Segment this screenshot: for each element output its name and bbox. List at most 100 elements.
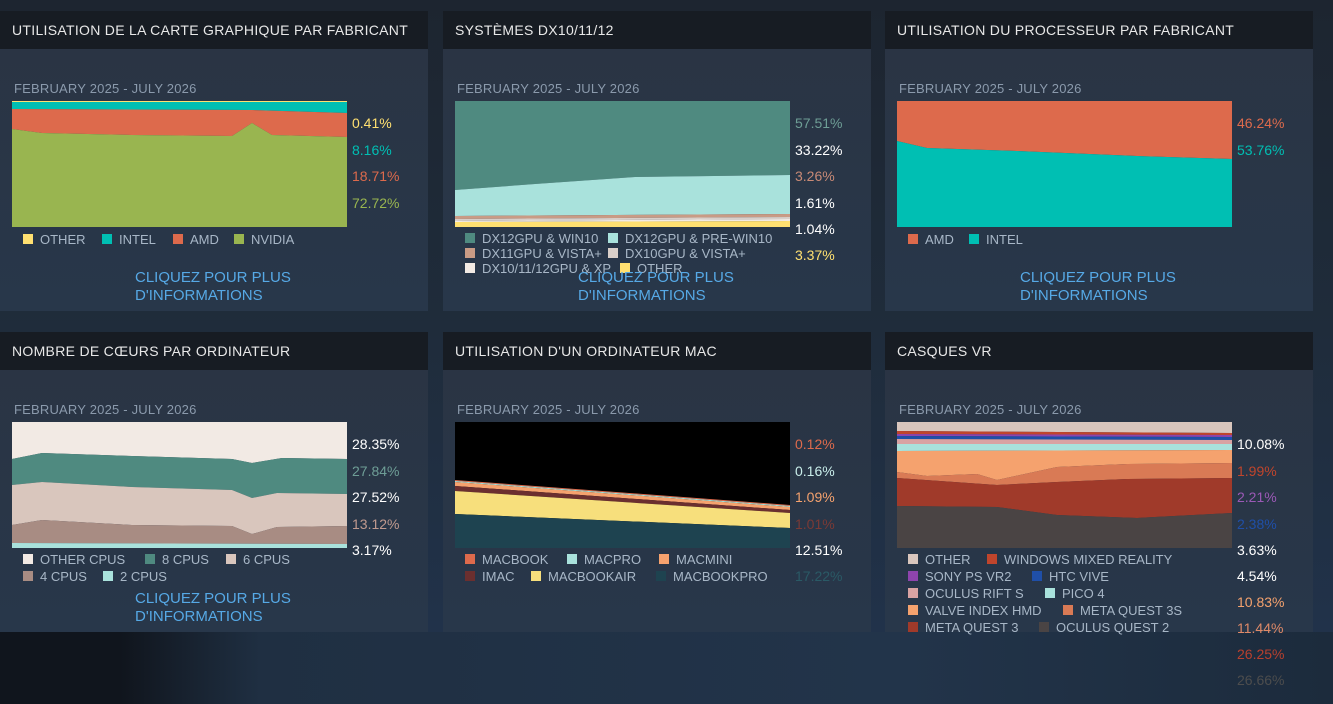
legend-item: IMAC	[465, 570, 515, 584]
pct-nvidia: 72.72%	[352, 195, 400, 211]
legend-item: OTHER	[908, 553, 971, 567]
date-range: FEBRUARY 2025 - JULY 2026	[457, 402, 640, 417]
panel-cpu-cores: NOMBRE DE CŒURS PAR ORDINATEUR FEBRUARY …	[0, 332, 428, 632]
legend-item: PICO 4	[1045, 587, 1105, 601]
pct-macpro: 0.16%	[795, 463, 835, 479]
legend-item: OTHER	[620, 262, 683, 276]
legend-item: 8 CPUS	[145, 553, 209, 567]
vr-area-riftS	[897, 439, 1232, 444]
panel-title: UTILISATION DE LA CARTE GRAPHIQUE PAR FA…	[12, 22, 409, 38]
legend-item: DX12GPU & WIN10	[465, 232, 598, 246]
legend-item: INTEL	[102, 233, 156, 247]
panel-vr-headsets: CASQUES VR FEBRUARY 2025 - JULY 2026 10.…	[885, 332, 1313, 688]
cores-area-other	[12, 422, 347, 463]
dx-area-prewin10	[455, 175, 790, 216]
pct-8cpus: 27.84%	[352, 463, 400, 479]
panel-header: NOMBRE DE CŒURS PAR ORDINATEUR	[0, 332, 428, 370]
mac-area-macbookair	[455, 491, 790, 528]
panel-header: UTILISATION D'UN ORDINATEUR MAC	[443, 332, 871, 370]
vr-area-index	[897, 450, 1232, 480]
legend-item: META QUEST 3	[908, 621, 1018, 635]
date-range: FEBRUARY 2025 - JULY 2026	[899, 402, 1082, 417]
mac-area-chart	[455, 422, 790, 548]
cpu-area-intel	[897, 141, 1232, 227]
panel-header: UTILISATION DU PROCESSEUR PAR FABRICANT	[885, 11, 1313, 49]
vr-area-quest3s	[897, 463, 1232, 485]
legend-item: OTHER CPUS	[23, 553, 125, 567]
cpu-area-chart	[897, 101, 1232, 227]
gpu-area-chart	[12, 101, 347, 227]
pct-dx10: 1.61%	[795, 195, 835, 211]
panel-title: UTILISATION DU PROCESSEUR PAR FABRICANT	[897, 22, 1235, 38]
pct-dx-win10: 57.51%	[795, 115, 843, 131]
gpu-area-intel	[12, 102, 347, 113]
legend-item: META QUEST 3S	[1063, 604, 1182, 618]
mac-area-macbook	[455, 480, 790, 506]
panel-header: CASQUES VR	[885, 332, 1313, 370]
more-info-link[interactable]: CLIQUEZ POUR PLUS D'INFORMATIONS	[135, 590, 291, 625]
legend-item: DX12GPU & PRE-WIN10	[608, 232, 772, 246]
panel-title: UTILISATION D'UN ORDINATEUR MAC	[455, 343, 717, 359]
mac-area-macbookpro	[455, 514, 790, 548]
panel-title: SYSTÈMES DX10/11/12	[455, 22, 614, 38]
cores-area-4cpus	[12, 520, 347, 544]
legend-item: HTC VIVE	[1032, 570, 1109, 584]
panel-dx-systems: SYSTÈMES DX10/11/12 FEBRUARY 2025 - JULY…	[443, 11, 871, 311]
date-range: FEBRUARY 2025 - JULY 2026	[14, 402, 197, 417]
pct-amd: 18.71%	[352, 168, 400, 184]
date-range: FEBRUARY 2025 - JULY 2026	[899, 81, 1082, 96]
legend-item: MACBOOKAIR	[531, 570, 636, 584]
vr-area-pico4	[897, 444, 1232, 451]
mac-area-imac	[455, 486, 790, 513]
legend-item: AMD	[173, 233, 219, 247]
pct-4cpus: 13.12%	[352, 516, 400, 532]
pct-2cpus: 3.17%	[352, 542, 392, 558]
pct-dx-prewin10: 33.22%	[795, 142, 843, 158]
legend-item: MACPRO	[567, 553, 641, 567]
pct-vr-psvr2: 2.21%	[1237, 489, 1277, 505]
legend-item: 2 CPUS	[103, 570, 167, 584]
pct-amd: 46.24%	[1237, 115, 1285, 131]
legend-item: 6 CPUS	[226, 553, 290, 567]
gpu-area-amd	[12, 109, 347, 137]
legend-item: WINDOWS MIXED REALITY	[987, 553, 1172, 567]
legend-item: INTEL	[969, 233, 1023, 247]
pct-6cpus: 27.52%	[352, 489, 400, 505]
panel-header: SYSTÈMES DX10/11/12	[443, 11, 871, 49]
dx-area-dx11	[455, 214, 790, 219]
pct-vr-htcvive: 2.38%	[1237, 516, 1277, 532]
vr-area-wmr	[897, 431, 1232, 435]
panel-mac-usage: UTILISATION D'UN ORDINATEUR MAC FEBRUARY…	[443, 332, 871, 632]
legend-item: MACBOOKPRO	[656, 570, 768, 584]
dx-area-dx10	[455, 217, 790, 221]
pct-other-cpus: 28.35%	[352, 436, 400, 452]
more-info-link[interactable]: CLIQUEZ POUR PLUS D'INFORMATIONS	[135, 269, 291, 304]
pct-vr-quest3: 26.25%	[1237, 646, 1285, 662]
cores-area-8cpus	[12, 453, 347, 498]
dx-area-other	[455, 221, 790, 227]
legend-item: AMD	[908, 233, 954, 247]
dx-area-chart	[455, 101, 790, 227]
cores-area-6cpus	[12, 482, 347, 534]
pct-imac: 1.01%	[795, 516, 835, 532]
mac-area-macmini	[455, 482, 790, 510]
pct-xp: 1.04%	[795, 221, 835, 237]
legend-item: DX10GPU & VISTA+	[608, 247, 746, 261]
pct-macmini: 1.09%	[795, 489, 835, 505]
more-info-link[interactable]: CLIQUEZ POUR PLUS D'INFORMATIONS	[578, 269, 734, 304]
legend-item: MACBOOK	[465, 553, 548, 567]
date-range: FEBRUARY 2025 - JULY 2026	[14, 81, 197, 96]
legend-item: DX10/11/12GPU & XP	[465, 262, 611, 276]
legend-item: 4 CPUS	[23, 570, 87, 584]
pct-macbookair: 12.51%	[795, 542, 843, 558]
pct-other: 3.37%	[795, 247, 835, 263]
legend-item: OCULUS QUEST 2	[1039, 621, 1169, 635]
panel-gpu-manufacturer: UTILISATION DE LA CARTE GRAPHIQUE PAR FA…	[0, 11, 428, 311]
legend-item: OCULUS RIFT S	[908, 587, 1024, 601]
pct-vr-pico4: 4.54%	[1237, 568, 1277, 584]
dx-area-win10	[455, 101, 790, 190]
more-info-link[interactable]: CLIQUEZ POUR PLUS D'INFORMATIONS	[1020, 269, 1176, 304]
pct-vr-index: 10.83%	[1237, 594, 1285, 610]
page-footer-band	[0, 632, 1333, 704]
pct-vr-riftS: 3.63%	[1237, 542, 1277, 558]
